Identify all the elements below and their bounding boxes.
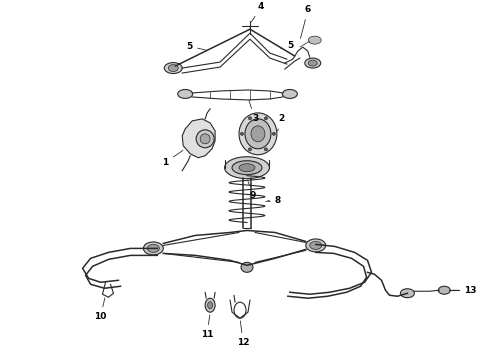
Text: 5: 5 xyxy=(186,42,207,51)
Ellipse shape xyxy=(241,132,244,135)
Text: 2: 2 xyxy=(278,114,284,131)
Ellipse shape xyxy=(310,242,322,249)
Ellipse shape xyxy=(438,286,450,294)
Text: 3: 3 xyxy=(249,100,258,123)
Ellipse shape xyxy=(241,262,253,272)
Ellipse shape xyxy=(147,244,159,252)
Ellipse shape xyxy=(168,64,178,72)
Ellipse shape xyxy=(308,60,317,66)
Ellipse shape xyxy=(248,117,251,120)
Ellipse shape xyxy=(232,161,262,175)
Ellipse shape xyxy=(245,119,271,149)
Text: 1: 1 xyxy=(162,150,183,167)
Ellipse shape xyxy=(265,148,268,151)
Text: 10: 10 xyxy=(95,298,107,321)
Text: 8: 8 xyxy=(268,196,281,205)
Ellipse shape xyxy=(248,148,251,151)
Ellipse shape xyxy=(400,289,415,298)
Text: 5: 5 xyxy=(280,41,293,50)
Ellipse shape xyxy=(239,164,255,172)
Ellipse shape xyxy=(308,36,321,44)
Ellipse shape xyxy=(208,302,213,309)
Ellipse shape xyxy=(224,157,270,179)
Ellipse shape xyxy=(305,58,321,68)
Ellipse shape xyxy=(200,134,210,144)
Ellipse shape xyxy=(272,132,275,135)
Ellipse shape xyxy=(164,63,182,73)
Ellipse shape xyxy=(205,298,215,312)
Text: 4: 4 xyxy=(251,2,264,22)
Ellipse shape xyxy=(265,117,268,120)
Ellipse shape xyxy=(282,90,297,98)
Text: 11: 11 xyxy=(201,315,213,339)
Ellipse shape xyxy=(239,113,277,155)
Text: 6: 6 xyxy=(300,5,311,39)
Text: 9: 9 xyxy=(248,181,256,199)
Text: 12: 12 xyxy=(237,321,249,347)
Ellipse shape xyxy=(178,90,193,98)
Ellipse shape xyxy=(251,126,265,142)
Ellipse shape xyxy=(196,130,214,148)
Ellipse shape xyxy=(306,239,326,252)
Ellipse shape xyxy=(144,242,163,255)
Polygon shape xyxy=(182,119,215,158)
Text: 13: 13 xyxy=(452,286,477,295)
